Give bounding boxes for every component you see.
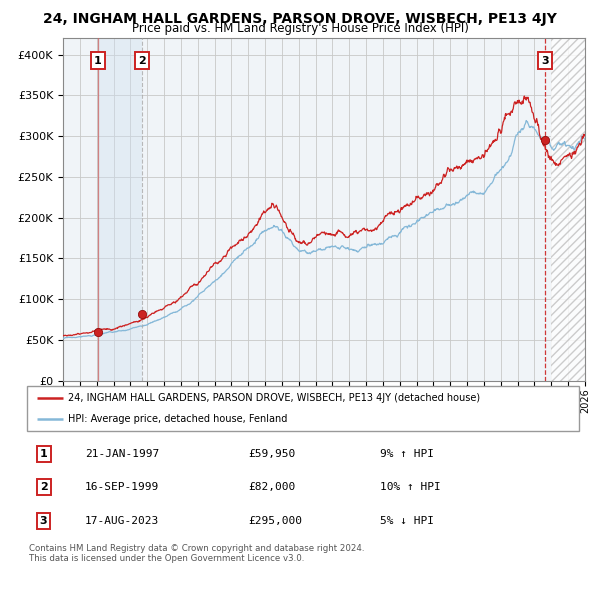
Text: 10% ↑ HPI: 10% ↑ HPI <box>380 483 441 492</box>
Bar <box>98 38 142 381</box>
Text: £295,000: £295,000 <box>248 516 302 526</box>
Text: HPI: Average price, detached house, Fenland: HPI: Average price, detached house, Fenl… <box>68 414 288 424</box>
Text: 16-SEP-1999: 16-SEP-1999 <box>85 483 159 492</box>
Text: Price paid vs. HM Land Registry's House Price Index (HPI): Price paid vs. HM Land Registry's House … <box>131 22 469 35</box>
Text: 2: 2 <box>40 483 47 492</box>
Text: 17-AUG-2023: 17-AUG-2023 <box>85 516 159 526</box>
Text: 24, INGHAM HALL GARDENS, PARSON DROVE, WISBECH, PE13 4JY (detached house): 24, INGHAM HALL GARDENS, PARSON DROVE, W… <box>68 394 481 404</box>
Bar <box>551 38 593 381</box>
Text: Contains HM Land Registry data © Crown copyright and database right 2024.
This d: Contains HM Land Registry data © Crown c… <box>29 544 364 563</box>
Text: 24, INGHAM HALL GARDENS, PARSON DROVE, WISBECH, PE13 4JY: 24, INGHAM HALL GARDENS, PARSON DROVE, W… <box>43 12 557 26</box>
Text: 1: 1 <box>40 449 47 459</box>
Text: 21-JAN-1997: 21-JAN-1997 <box>85 449 159 459</box>
Text: £59,950: £59,950 <box>248 449 295 459</box>
Text: 3: 3 <box>541 55 549 65</box>
Text: 9% ↑ HPI: 9% ↑ HPI <box>380 449 434 459</box>
Text: 5% ↓ HPI: 5% ↓ HPI <box>380 516 434 526</box>
Text: £82,000: £82,000 <box>248 483 295 492</box>
Text: 3: 3 <box>40 516 47 526</box>
Text: 1: 1 <box>94 55 101 65</box>
Text: 2: 2 <box>139 55 146 65</box>
